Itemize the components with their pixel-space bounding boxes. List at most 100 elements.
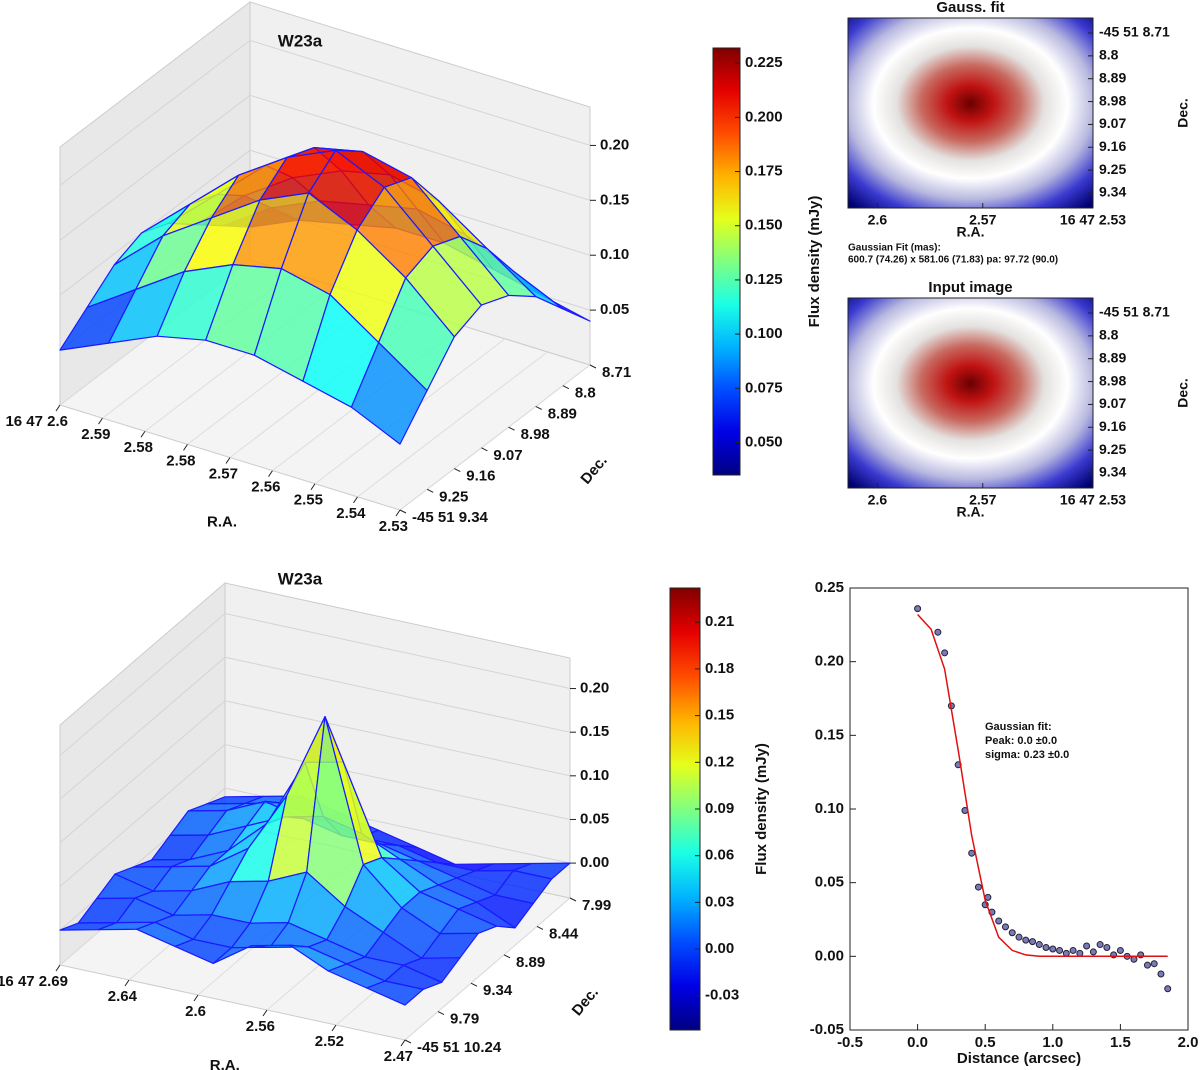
y-tick [569,897,577,902]
y-tick-label: 9.16 [1099,418,1126,434]
annotation: Gaussian Fit (mas): [848,243,941,254]
grid-line [59,700,571,844]
data-point [1029,938,1037,946]
x-tick-label: 1.0 [1042,1034,1063,1051]
y-tick-label: -45 51 10.24 [417,1039,502,1056]
data-point [1015,933,1023,941]
data-point [974,883,982,891]
x-tick-label: 2.6 [868,212,888,228]
surface-patch [366,980,424,1006]
data-point [995,917,1003,925]
x-tick-label: 2.58 [124,439,153,456]
y-tick-label: 0.05 [815,874,844,891]
colorbar-tick-label: -0.03 [705,987,739,1004]
grid-line [59,612,571,756]
y-tick-label: 0.15 [815,726,844,743]
x-tick [183,444,188,451]
y-tick [454,468,461,473]
grid-line [59,743,571,887]
x-tick-label: 2.59 [81,426,110,443]
y-tick [470,982,478,987]
y-tick-label: 0.00 [815,947,844,964]
colorbar-tick-label: 0.15 [705,707,734,724]
y-tick-label: 8.8 [1099,47,1119,63]
colorbar-tick-label: 0.09 [705,800,734,817]
y-tick [508,426,515,431]
x-tick-label: 2.54 [336,505,366,522]
chart-title: W23a [278,31,323,50]
y-tick-label: 8.89 [548,405,577,422]
data-point [984,893,992,901]
floor-grid [404,897,571,1041]
data-point [1049,945,1057,953]
surface-patch [350,341,428,445]
colorbar [712,47,741,476]
y-tick [404,1039,412,1044]
x-tick-label: 2.64 [108,988,138,1005]
floor-grid [399,364,591,511]
grid-line [59,39,591,186]
x-tick-label: 2.47 [384,1048,413,1065]
x-tick-label: 2.6 [868,492,888,508]
x-axis-label: R.A. [957,504,985,520]
y-tick-label: 8.89 [516,954,545,971]
y-tick-label: -45 51 8.71 [1099,24,1170,40]
x-tick [400,1039,406,1047]
y-tick-label: 9.25 [1099,441,1126,457]
colorbar-label: Flux density (mJy) [806,196,823,328]
colorbar-label: Flux density (mJy) [753,743,770,875]
floor-grid [357,351,548,498]
x-tick [193,994,199,1002]
x-axis-label: R.A. [957,224,985,240]
y-tick-label: 9.07 [493,447,522,464]
grid-line [59,149,591,296]
colorbar-tick-label: 0.21 [705,613,734,630]
data-point [1157,970,1165,978]
x-axis-label: R.A. [210,1057,240,1070]
colorbar-tick-label: 0.12 [705,753,734,770]
chart-title: Input image [928,279,1012,296]
y-tick-label: 8.8 [575,385,596,402]
colorbar-tick-label: 0.18 [705,660,734,677]
z-tick-label: 0.10 [580,767,609,784]
z-tick-label: 0.15 [580,723,609,740]
x-tick-label: 16 47 2.53 [1060,492,1126,508]
y-tick-label: 8.98 [1099,92,1126,108]
annotation: 600.7 (74.26) x 581.06 (71.83) pa: 97.72… [848,255,1058,266]
data-point [1008,929,1016,937]
data-point [1116,946,1124,954]
y-tick [535,405,542,410]
z-tick-label: 0.20 [580,680,609,697]
x-tick [331,1024,337,1032]
x-tick-label: 16 47 2.53 [1060,212,1126,228]
z-tick-label: 0.00 [580,854,609,871]
z-tick-label: 0.15 [600,191,629,208]
y-tick-label: 8.89 [1099,349,1126,365]
x-tick-label: 2.6 [185,1003,206,1020]
x-tick-label: -0.5 [837,1034,863,1051]
y-axis-label: Dec. [1175,98,1191,128]
y-tick-label: 8.98 [521,426,550,443]
y-tick [399,509,407,514]
y-tick [562,385,570,390]
colorbar-tick-label: 0.06 [705,847,734,864]
data-point [1130,955,1138,963]
y-tick-label: 9.79 [450,1011,479,1028]
x-tick [268,470,273,477]
y-tick-label: 0.25 [815,579,844,596]
chart-title: W23a [278,569,323,588]
grid-line [59,656,571,800]
image [847,17,1094,209]
x-tick-label: 2.56 [246,1018,275,1035]
x-tick [55,964,61,972]
colorbar-tick-label: 0.050 [745,433,783,450]
colorbar-tick-label: 0.100 [745,325,783,342]
colorbar-tick-label: 0.125 [745,271,783,288]
data-point [1083,942,1091,950]
y-tick-label: -45 51 8.71 [1099,304,1170,320]
y-tick-label: -0.05 [810,1021,844,1038]
x-tick [310,483,316,491]
colorbar-tick-label: 0.225 [745,54,783,71]
z-tick-label: 0.05 [600,301,629,318]
